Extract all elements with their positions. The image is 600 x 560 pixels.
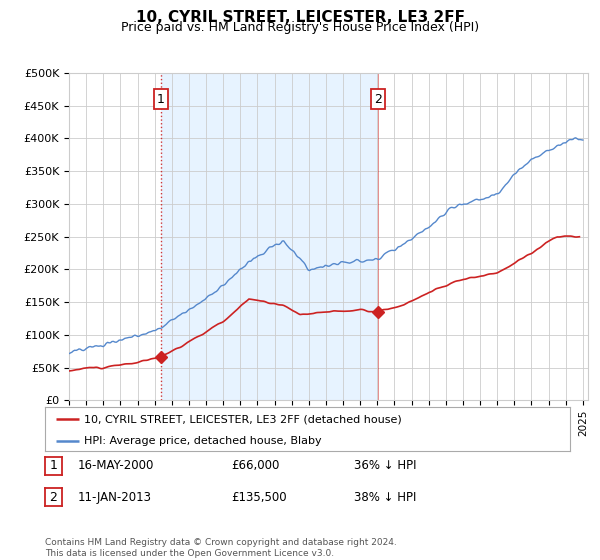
Text: 38% ↓ HPI: 38% ↓ HPI [354, 491, 416, 504]
Text: 1: 1 [49, 459, 58, 473]
Text: HPI: Average price, detached house, Blaby: HPI: Average price, detached house, Blab… [85, 436, 322, 446]
Text: Price paid vs. HM Land Registry's House Price Index (HPI): Price paid vs. HM Land Registry's House … [121, 21, 479, 34]
Text: 36% ↓ HPI: 36% ↓ HPI [354, 459, 416, 473]
Text: 2: 2 [374, 92, 382, 105]
Text: Contains HM Land Registry data © Crown copyright and database right 2024.
This d: Contains HM Land Registry data © Crown c… [45, 538, 397, 558]
Text: 1: 1 [157, 92, 165, 105]
Text: £135,500: £135,500 [231, 491, 287, 504]
Text: 16-MAY-2000: 16-MAY-2000 [78, 459, 154, 473]
Text: 10, CYRIL STREET, LEICESTER, LE3 2FF: 10, CYRIL STREET, LEICESTER, LE3 2FF [136, 10, 464, 25]
Text: £66,000: £66,000 [231, 459, 280, 473]
Bar [161, 73, 378, 400]
Text: 11-JAN-2013: 11-JAN-2013 [78, 491, 152, 504]
Text: 10, CYRIL STREET, LEICESTER, LE3 2FF (detached house): 10, CYRIL STREET, LEICESTER, LE3 2FF (de… [85, 414, 402, 424]
Text: 2: 2 [49, 491, 58, 504]
